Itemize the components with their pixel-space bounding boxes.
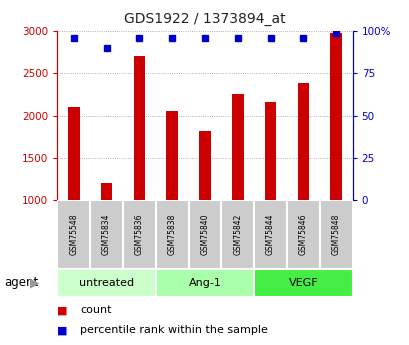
Bar [68, 107, 79, 200]
Bar [297, 83, 308, 200]
Text: untreated: untreated [79, 278, 134, 288]
Text: GSM75840: GSM75840 [200, 214, 209, 255]
Bar [57, 200, 90, 269]
Text: GSM75836: GSM75836 [135, 214, 144, 255]
Bar [101, 183, 112, 200]
Bar [330, 33, 341, 200]
Bar [221, 200, 254, 269]
Text: GSM75846: GSM75846 [298, 214, 307, 255]
Text: GSM75838: GSM75838 [167, 214, 176, 255]
Bar [155, 269, 254, 297]
Text: ▶: ▶ [30, 276, 40, 289]
Text: agent: agent [4, 276, 38, 289]
Bar [286, 200, 319, 269]
Bar [133, 57, 145, 200]
Bar [199, 131, 210, 200]
Text: Ang-1: Ang-1 [188, 278, 221, 288]
Text: GSM75844: GSM75844 [265, 214, 274, 255]
Bar [90, 200, 123, 269]
Text: GSM75548: GSM75548 [69, 214, 78, 255]
Text: GDS1922 / 1373894_at: GDS1922 / 1373894_at [124, 12, 285, 26]
Text: count: count [80, 305, 111, 315]
Bar [319, 200, 352, 269]
Text: ■: ■ [57, 305, 68, 315]
Text: percentile rank within the sample: percentile rank within the sample [80, 325, 267, 335]
Bar [155, 200, 188, 269]
Text: ■: ■ [57, 325, 68, 335]
Bar [231, 93, 243, 200]
Bar [188, 200, 221, 269]
Text: GSM75842: GSM75842 [233, 214, 242, 255]
Text: VEGF: VEGF [288, 278, 317, 288]
Bar [264, 102, 276, 200]
Bar [123, 200, 155, 269]
Bar [166, 111, 178, 200]
Bar [254, 269, 352, 297]
Text: GSM75834: GSM75834 [102, 214, 111, 255]
Text: GSM75848: GSM75848 [331, 214, 340, 255]
Bar [254, 200, 286, 269]
Bar [57, 269, 155, 297]
